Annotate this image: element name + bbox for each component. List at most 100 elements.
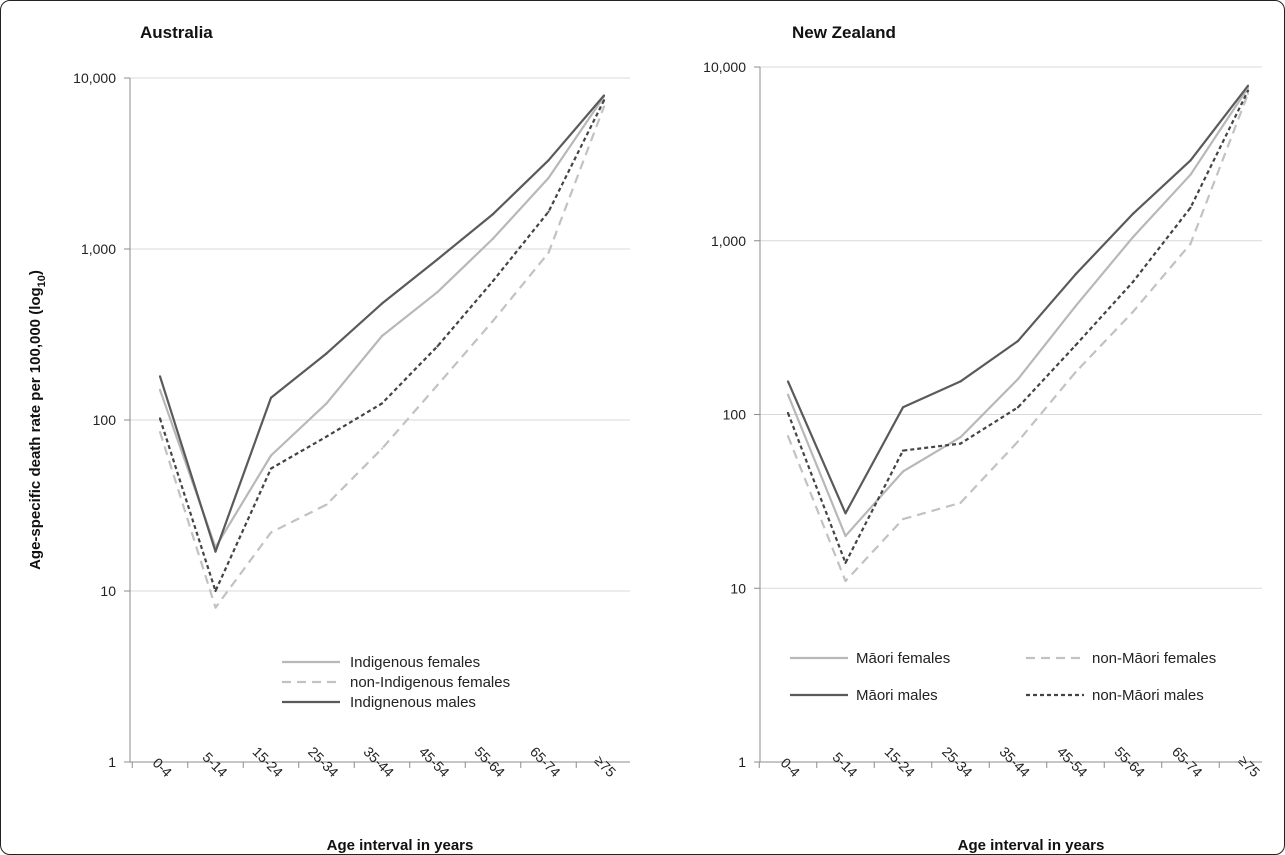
- data-point: [380, 302, 384, 305]
- legend-label: non-Māori males: [1092, 687, 1204, 704]
- data-point: [1131, 310, 1135, 313]
- data-point: [547, 159, 550, 162]
- data-point: [269, 531, 273, 534]
- data-point: [269, 454, 273, 457]
- data-point: [547, 210, 550, 213]
- data-point: [1246, 89, 1250, 92]
- x-axis-label: Age interval in years: [958, 837, 1105, 854]
- data-point: [1074, 273, 1077, 276]
- x-tick-label: 5-14: [200, 749, 231, 780]
- data-point: [844, 534, 847, 538]
- data-point: [269, 467, 273, 470]
- data-point: [844, 561, 847, 564]
- data-point: [547, 176, 550, 180]
- data-point: [1246, 92, 1250, 96]
- y-tick-label: 1: [738, 754, 746, 770]
- data-point: [602, 105, 606, 108]
- x-tick-label: 0-4: [778, 754, 804, 780]
- data-point: [1246, 84, 1250, 87]
- y-tick-label: 10,000: [73, 70, 116, 86]
- data-point: [1189, 173, 1192, 176]
- series-line-2: [786, 93, 1250, 583]
- data-point: [436, 258, 439, 261]
- data-point: [786, 393, 790, 396]
- y-tick-label: 100: [93, 412, 117, 428]
- data-point: [547, 251, 550, 254]
- data-point: [1016, 377, 1020, 381]
- y-tick-label: 1: [108, 754, 116, 770]
- data-point: [1074, 344, 1077, 347]
- data-point: [158, 417, 162, 420]
- y-tick-label: 10: [730, 580, 746, 596]
- data-point: [901, 518, 905, 521]
- data-point: [436, 383, 439, 387]
- x-tick-label: ≥75: [1235, 752, 1263, 780]
- data-point: [491, 237, 495, 240]
- data-point: [1016, 440, 1020, 443]
- data-point: [901, 406, 905, 409]
- data-point: [325, 435, 328, 438]
- data-point: [325, 352, 328, 355]
- x-tick-label: 5-14: [830, 749, 861, 780]
- data-point: [1131, 212, 1135, 215]
- data-point: [436, 345, 439, 348]
- data-point: [959, 436, 962, 439]
- data-point: [214, 606, 217, 609]
- data-point: [158, 430, 162, 434]
- data-point: [325, 402, 328, 405]
- data-point: [1016, 339, 1020, 343]
- data-point: [959, 501, 962, 504]
- panel-title: Australia: [140, 23, 213, 42]
- legend: Māori females non-Māori females Māori male…: [790, 650, 1216, 704]
- legend-label: non-Māori females: [1092, 650, 1216, 667]
- series-line-1: [786, 87, 1249, 538]
- data-point: [1131, 280, 1135, 283]
- data-point: [901, 470, 905, 473]
- series-line-4: [786, 90, 1249, 564]
- data-point: [436, 290, 439, 294]
- data-point: [1074, 305, 1077, 308]
- series-line-3: [786, 85, 1249, 515]
- data-point: [901, 449, 905, 452]
- data-point: [844, 512, 847, 515]
- data-point: [844, 579, 847, 583]
- data-point: [214, 589, 217, 593]
- data-point: [380, 334, 384, 338]
- y-tick-label: 100: [723, 407, 747, 423]
- y-tick-label: 1,000: [81, 241, 116, 257]
- data-point: [269, 396, 273, 399]
- x-tick-label: 0-4: [150, 754, 176, 780]
- y-tick-label: 10,000: [703, 59, 746, 75]
- data-point: [786, 411, 790, 415]
- legend-label: Māori females: [856, 650, 950, 667]
- y-tick-label: 1,000: [711, 233, 746, 249]
- y-tick-label: 10: [100, 583, 116, 599]
- data-point: [380, 402, 384, 405]
- data-point: [1074, 371, 1077, 374]
- data-point: [491, 212, 495, 216]
- data-point: [491, 279, 495, 283]
- series-line-4: [158, 99, 605, 593]
- series-line-1: [158, 95, 605, 549]
- legend-label: non-Indigenous females: [350, 674, 510, 691]
- data-point: [1131, 235, 1135, 239]
- data-point: [325, 503, 328, 506]
- data-point: [214, 550, 217, 553]
- data-point: [602, 94, 606, 97]
- series-line-3: [158, 94, 605, 553]
- data-point: [959, 380, 962, 383]
- data-point: [158, 375, 162, 378]
- legend-label: Indignenous males: [350, 694, 476, 711]
- data-point: [786, 380, 790, 383]
- data-point: [380, 447, 384, 450]
- data-point: [491, 319, 495, 322]
- data-point: [602, 99, 606, 102]
- data-point: [1016, 406, 1020, 409]
- series-line-2: [158, 106, 606, 609]
- x-tick-label: ≥75: [591, 752, 619, 780]
- y-axis-label: Age-specific death rate per 100,000 (log…: [27, 270, 48, 570]
- x-axis-label: Age interval in years: [327, 837, 474, 854]
- data-point: [1189, 242, 1192, 245]
